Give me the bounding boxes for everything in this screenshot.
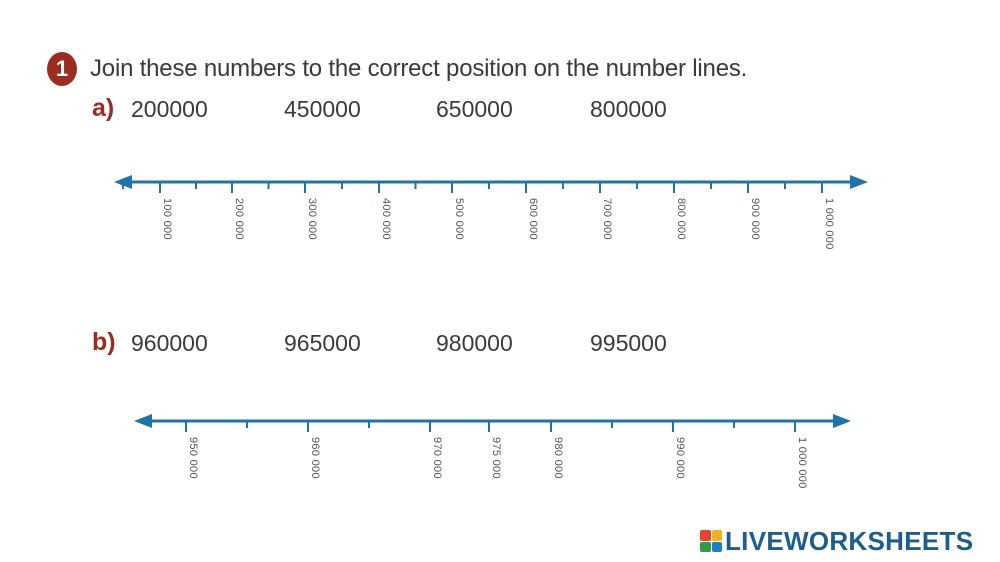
- part-b-number-1[interactable]: 960000: [131, 330, 208, 356]
- part-a-number-4[interactable]: 800000: [590, 96, 667, 122]
- logo-text: LIVEWORKSHEETS: [725, 525, 974, 556]
- line-b-tick-label: 1 000 000: [796, 437, 808, 489]
- part-a-label: a): [92, 94, 115, 122]
- line-a-tick-label: 600 000: [527, 198, 539, 240]
- line-a-tick-label: 100 000: [161, 198, 173, 240]
- part-b-number-2[interactable]: 965000: [284, 330, 361, 356]
- part-a-number-1[interactable]: 200000: [131, 96, 208, 122]
- line-a-tick-label: 300 000: [306, 198, 318, 240]
- part-a-number-3[interactable]: 650000: [436, 96, 513, 122]
- line-b-right-arrow-icon: [833, 414, 851, 428]
- line-a-tick-label: 500 000: [453, 198, 465, 240]
- line-a-tick-label: 700 000: [601, 198, 613, 240]
- liveworksheets-logo: LIVEWORKSHEETS: [700, 526, 973, 556]
- line-a-tick-label: 200 000: [233, 198, 245, 240]
- part-b-label: b): [92, 328, 116, 356]
- line-b-tick-label: 980 000: [552, 437, 564, 479]
- line-a-tick-label: 800 000: [675, 198, 687, 240]
- line-b-tick-label: 975 000: [490, 437, 502, 479]
- line-b-tick-label: 990 000: [674, 437, 686, 479]
- line-b-tick-label: 960 000: [309, 437, 321, 479]
- part-b-number-3[interactable]: 980000: [436, 330, 513, 356]
- line-b-tick-label: 950 000: [187, 437, 199, 479]
- question-number-badge: 1: [47, 52, 77, 86]
- line-a-tick-label: 900 000: [749, 198, 761, 240]
- line-b-tick-label: 970 000: [431, 437, 443, 479]
- part-a-number-2[interactable]: 450000: [284, 96, 361, 122]
- instruction-text: Join these numbers to the correct positi…: [90, 55, 748, 82]
- line-a-tick-label: 1 000 000: [823, 198, 835, 250]
- part-b-number-4[interactable]: 995000: [590, 330, 667, 356]
- line-a-right-arrow-icon: [850, 175, 868, 189]
- line-a-tick-label: 400 000: [380, 198, 392, 240]
- logo-mark-icon: [700, 530, 722, 552]
- line-b-left-arrow-icon: [134, 414, 152, 428]
